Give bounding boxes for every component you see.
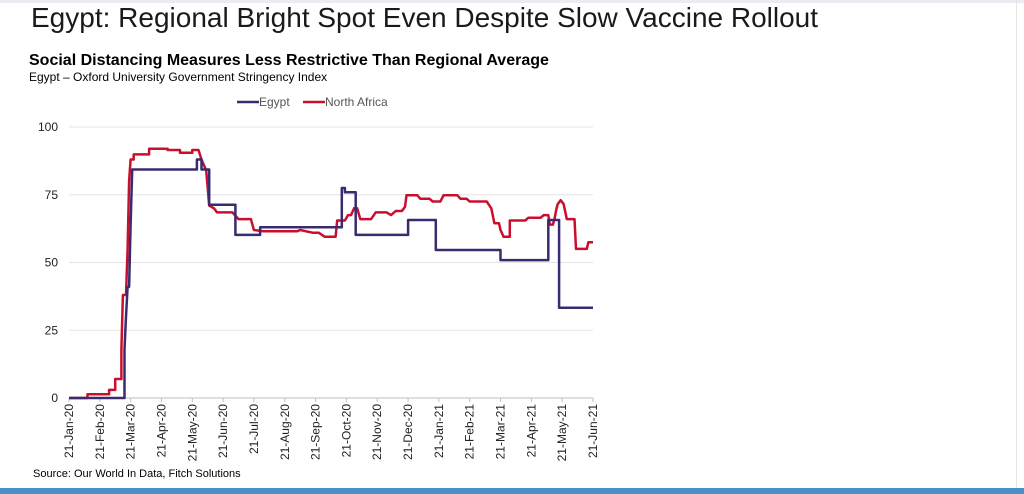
y-tick-label: 75	[45, 188, 59, 202]
x-tick-label: 21-Dec-20	[401, 404, 415, 460]
chart-title: Social Distancing Measures Less Restrict…	[29, 52, 549, 69]
x-tick-label: 21-Jul-20	[247, 404, 261, 454]
y-tick-label: 100	[38, 120, 58, 134]
legend-label-egypt: Egypt	[259, 95, 290, 109]
x-tick-label: 21-Apr-20	[154, 404, 168, 458]
x-tick-label: 21-Feb-20	[93, 404, 107, 460]
y-tick-label: 0	[51, 391, 58, 405]
y-tick-label: 25	[45, 323, 59, 337]
x-tick-label: 21-May-20	[185, 404, 199, 462]
x-tick-label: 21-Jun-20	[216, 404, 230, 458]
x-tick-label: 21-Feb-21	[463, 404, 477, 460]
x-tick-label: 21-Jan-21	[432, 404, 446, 458]
x-tick-label: 21-Mar-21	[494, 404, 508, 460]
chart-source: Source: Our World In Data, Fitch Solutio…	[33, 468, 241, 480]
series-line-egypt	[69, 158, 593, 400]
x-tick-label: 21-Apr-21	[524, 404, 538, 458]
bottom-accent-bar	[0, 488, 1024, 494]
legend-label-north-africa: North Africa	[325, 95, 388, 109]
x-tick-label: 21-Nov-20	[370, 404, 384, 460]
x-tick-label: 21-Jun-21	[586, 404, 600, 458]
x-tick-label: 21-Mar-20	[124, 404, 138, 460]
x-tick-label: 21-Jan-20	[62, 404, 76, 458]
y-tick-label: 50	[45, 256, 59, 270]
x-tick-label: 21-Sep-20	[309, 404, 323, 460]
page-title: Egypt: Regional Bright Spot Even Despite…	[31, 2, 819, 33]
top-rule	[0, 0, 1024, 3]
x-tick-label: 21-Oct-20	[339, 404, 353, 458]
series-line-north-africa	[69, 147, 593, 400]
right-divider	[1016, 0, 1017, 494]
x-tick-label: 21-Aug-20	[278, 404, 292, 460]
x-tick-label: 21-May-21	[555, 404, 569, 462]
chart-subtitle: Egypt – Oxford University Government Str…	[29, 70, 328, 84]
